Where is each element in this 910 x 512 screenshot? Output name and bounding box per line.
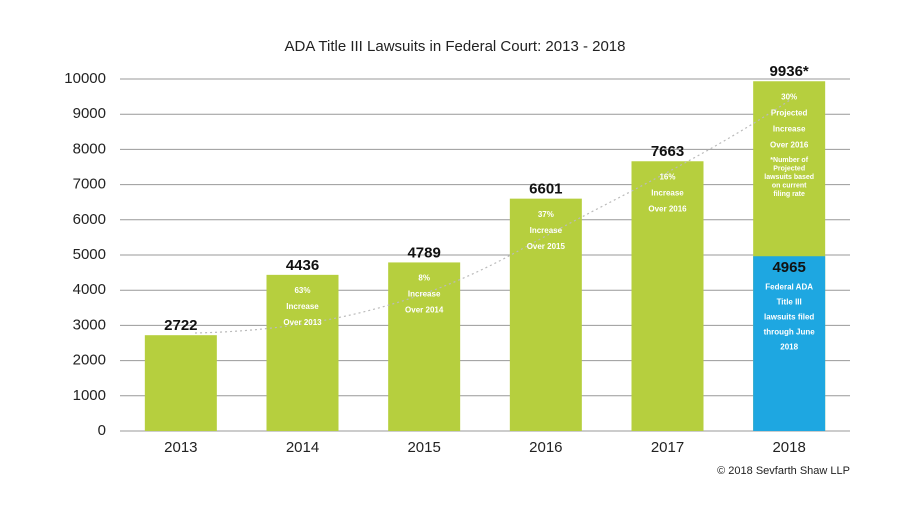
bar-note: Increase (651, 188, 684, 197)
x-tick-label: 2016 (529, 439, 562, 456)
bar (388, 262, 461, 431)
bar-note: Projected (771, 108, 808, 117)
bar-note: Over 2016 (770, 140, 809, 149)
bar-note: 30% (781, 92, 797, 101)
value-label: 6601 (529, 181, 562, 198)
y-tick-label: 1000 (73, 387, 106, 404)
bar (631, 161, 704, 432)
split-bar (753, 256, 826, 431)
x-tick-label: 2013 (164, 439, 197, 456)
bar-note: Increase (286, 302, 319, 311)
value-label: 4436 (286, 257, 319, 274)
x-tick-label: 2018 (772, 439, 805, 456)
chart-title: ADA Title III Lawsuits in Federal Court:… (284, 38, 625, 55)
bar (509, 198, 582, 431)
bar-note: 8% (418, 274, 430, 283)
value-label: 7663 (651, 143, 684, 160)
x-tick-label: 2014 (286, 439, 319, 456)
bar-note: Increase (773, 124, 806, 133)
bar-note: Projected (773, 166, 805, 173)
x-tick-label: 2015 (407, 439, 440, 456)
bar-note: 63% (294, 286, 310, 295)
bar-note: lawsuits filed (764, 312, 814, 321)
y-tick-label: 6000 (73, 211, 106, 228)
y-tick-label: 10000 (64, 70, 106, 87)
split-value-label: 4965 (772, 259, 805, 276)
value-label: 2722 (164, 317, 197, 334)
y-tick-label: 8000 (73, 140, 106, 157)
credit: © 2018 Sevfarth Shaw LLP (717, 465, 850, 477)
bar-note: Over 2014 (405, 306, 444, 315)
bar-note: Federal ADA (765, 282, 813, 291)
bar-note: *Number of (770, 157, 808, 164)
bar-note: through June (764, 327, 816, 336)
y-tick-label: 5000 (73, 246, 106, 263)
x-tick-label: 2017 (651, 439, 684, 456)
y-tick-label: 2000 (73, 352, 106, 369)
y-tick-label: 9000 (73, 105, 106, 122)
bar-note: lawsuits based (764, 174, 814, 181)
value-label: 9936* (770, 63, 809, 80)
bar (144, 335, 217, 431)
y-tick-label: 4000 (73, 281, 106, 298)
bar-note: 37% (538, 210, 554, 219)
bar-note: Over 2016 (648, 204, 687, 213)
value-label: 4789 (407, 244, 440, 261)
bar-note: Title III (777, 297, 802, 306)
bar-note: Over 2013 (283, 318, 322, 327)
bar-note: 16% (659, 172, 675, 181)
bar-note: filing rate (773, 191, 805, 198)
bar-note: on current (772, 183, 807, 190)
y-tick-label: 7000 (73, 176, 106, 193)
y-tick-label: 0 (98, 422, 106, 439)
trend-line (194, 99, 791, 334)
bar-note: Increase (408, 290, 441, 299)
y-tick-label: 3000 (73, 316, 106, 333)
bar-note: 2018 (780, 342, 798, 351)
bar-note: Increase (530, 226, 563, 235)
bar (266, 274, 339, 431)
bar-note: Over 2015 (527, 242, 566, 251)
